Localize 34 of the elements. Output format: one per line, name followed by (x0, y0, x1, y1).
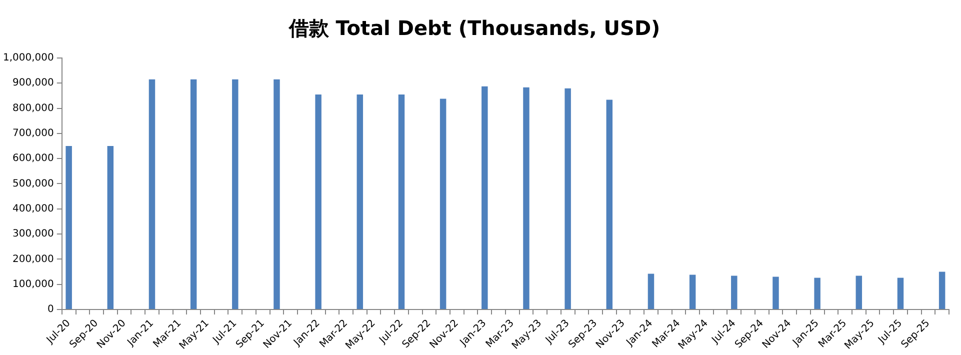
bar (523, 87, 530, 309)
y-tick-label: 400,000 (12, 203, 54, 214)
y-tick-label: 500,000 (12, 178, 54, 190)
bar (814, 278, 820, 309)
bar (66, 146, 72, 309)
y-tick-label: 1,000,000 (2, 52, 54, 64)
y-tick-label: 200,000 (12, 254, 54, 265)
y-tick-label: 900,000 (12, 78, 54, 89)
bar (564, 88, 571, 309)
y-tick-label: 800,000 (12, 102, 54, 114)
y-tick-label: 100,000 (12, 278, 54, 290)
bar (689, 274, 696, 309)
bar (606, 100, 613, 309)
bar (440, 98, 446, 309)
y-tick-label: 700,000 (12, 128, 54, 140)
bar (482, 86, 488, 309)
bar (148, 79, 156, 309)
bar (356, 94, 364, 309)
bar (856, 276, 862, 309)
bar (772, 276, 779, 309)
bar (190, 79, 197, 309)
bar (232, 79, 238, 309)
bar (731, 276, 738, 309)
chart-title: 借款 Total Debt (Thousands, USD) (288, 16, 660, 40)
bar (648, 274, 654, 309)
y-tick-label: 300,000 (12, 228, 54, 240)
bar (274, 79, 280, 309)
bar (107, 146, 114, 309)
bar (938, 272, 946, 309)
y-tick-label: 0 (48, 304, 54, 316)
y-tick-label: 600,000 (12, 153, 54, 164)
bar (897, 278, 904, 309)
bar (315, 94, 322, 309)
bar (398, 94, 405, 309)
